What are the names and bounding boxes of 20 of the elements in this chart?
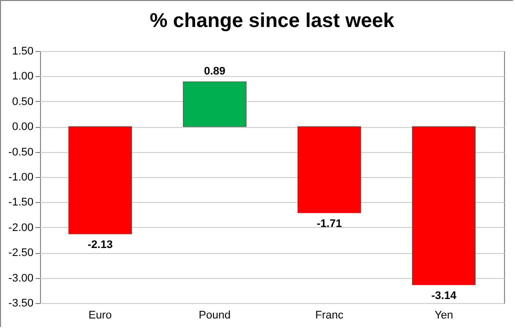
y-tick-label: -3.50 [8, 298, 34, 310]
y-tick-label: -1.00 [8, 172, 34, 184]
x-tick-label: Pound [198, 310, 231, 322]
y-tick-label: -2.00 [8, 222, 34, 234]
y-tick-label: 1.00 [12, 70, 34, 83]
y-tick-label: -1.50 [8, 196, 34, 209]
data-label: -2.13 [88, 238, 113, 251]
data-label: -1.71 [316, 218, 342, 230]
y-tick-label: 1.50 [12, 46, 34, 58]
y-tick-label: 0.00 [12, 121, 34, 134]
x-tick-label: Euro [88, 310, 112, 322]
y-tick-label: 0.50 [12, 96, 34, 108]
y-tick-label: -0.50 [8, 146, 34, 158]
chart-title: % change since last week [150, 10, 396, 32]
y-tick-label: -2.50 [8, 247, 34, 260]
x-tick-label: Franc [315, 310, 344, 322]
data-label: -3.14 [431, 290, 458, 302]
data-label: 0.89 [204, 66, 226, 78]
x-tick-label: Yen [434, 310, 454, 322]
y-tick-label: -3.00 [8, 272, 34, 284]
